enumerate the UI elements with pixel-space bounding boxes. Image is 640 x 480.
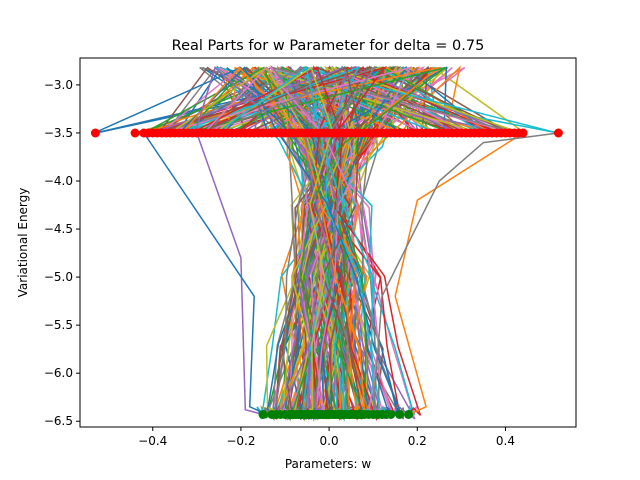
y-tick-label: −4.5 — [44, 222, 73, 236]
y-axis-label: Variational Energy — [16, 188, 30, 298]
chart-title: Real Parts for w Parameter for delta = 0… — [172, 38, 485, 54]
y-tick-label: −5.0 — [44, 270, 73, 284]
y-tick-label: −3.5 — [44, 126, 73, 140]
series-line — [196, 132, 264, 416]
y-tick-label: −5.5 — [44, 318, 73, 332]
series-line — [372, 132, 559, 415]
y-tick-label: −3.0 — [44, 78, 73, 92]
x-tick-label: 0.2 — [408, 434, 427, 448]
end-point-marker — [395, 410, 405, 419]
x-axis: −0.4 −0.2 0.0 0.2 0.4 — [138, 427, 515, 448]
end-point-marker — [258, 410, 268, 419]
series-line — [143, 132, 268, 416]
y-tick-label: −6.5 — [44, 414, 73, 428]
start-point-marker — [90, 128, 100, 138]
series-line — [176, 66, 382, 417]
plot-frame — [79, 57, 577, 428]
start-point-marker — [518, 128, 528, 138]
x-tick-label: 0.0 — [320, 434, 339, 448]
series-line — [394, 132, 524, 416]
y-tick-label: −4.0 — [44, 174, 73, 188]
x-tick-label: 0.4 — [496, 434, 515, 448]
x-tick-label: −0.4 — [138, 434, 167, 448]
end-point-marker — [386, 410, 396, 419]
start-point-marker — [130, 128, 140, 138]
x-axis-label: Parameters: w — [285, 457, 372, 471]
start-point-marker — [553, 128, 563, 138]
x-tick-label: −0.2 — [226, 434, 255, 448]
series-line — [207, 65, 377, 417]
y-axis: −3.0 −3.5 −4.0 −4.5 −5.0 −5.5 −6.0 −6.5 — [44, 78, 80, 428]
markers — [90, 128, 563, 419]
end-point-marker — [404, 410, 413, 419]
y-tick-label: −6.0 — [44, 366, 73, 380]
